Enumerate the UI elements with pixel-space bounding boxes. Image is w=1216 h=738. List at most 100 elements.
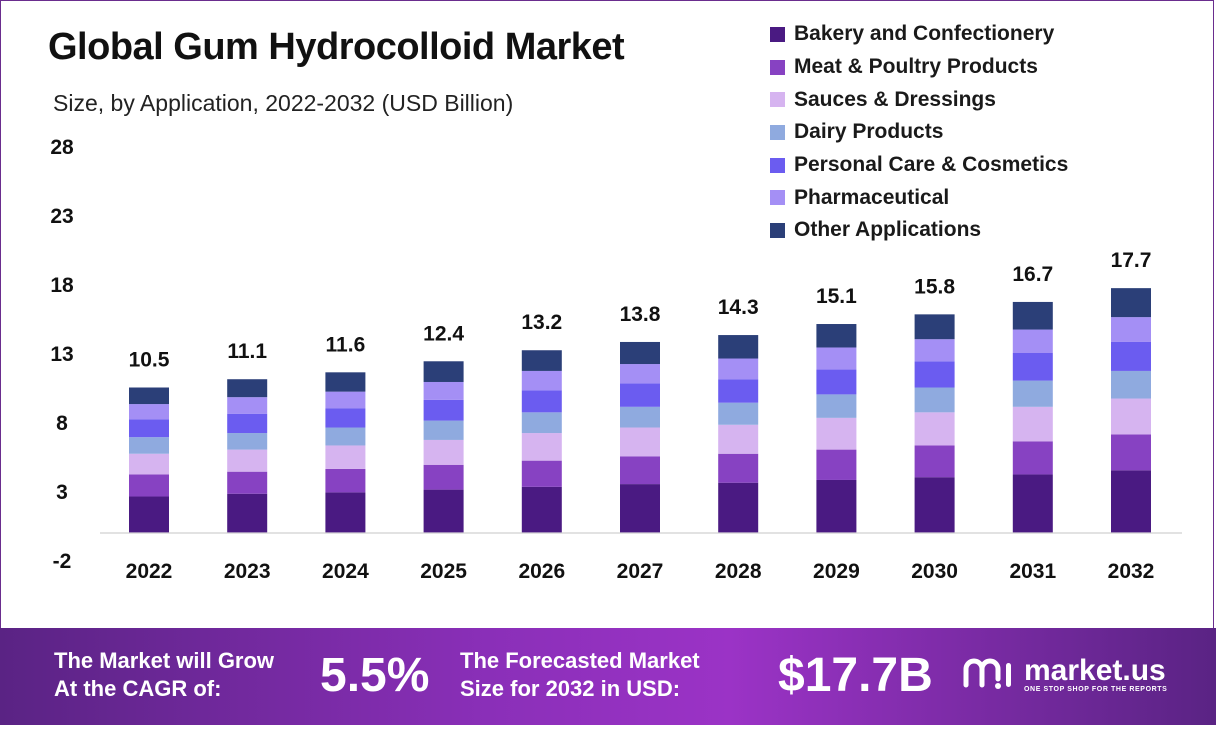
x-tick-label: 2025 <box>420 560 467 583</box>
legend-label: Bakery and Confectionery <box>794 22 1055 46</box>
bar-segment <box>718 424 759 454</box>
bar-segment <box>620 364 660 384</box>
bar-segment <box>1012 474 1053 533</box>
bar-total-label: 11.6 <box>326 333 366 356</box>
bar-segment <box>325 427 366 446</box>
bar-segment <box>1111 470 1151 533</box>
footer-bottom-strip <box>0 725 1216 738</box>
legend-label: Pharmaceutical <box>794 185 950 209</box>
bar-segment <box>1012 301 1053 330</box>
bar-segment <box>914 445 955 478</box>
legend-swatch <box>770 157 785 173</box>
bar-segment <box>718 453 759 483</box>
bar-segment <box>227 433 268 450</box>
bar-segment <box>521 412 562 434</box>
legend-item: Personal Care & Cosmetics <box>770 149 1068 182</box>
bar-segment <box>620 484 660 533</box>
bar-segment <box>718 358 759 380</box>
x-tick-label: 2029 <box>813 560 860 583</box>
bar-segment <box>129 474 169 497</box>
bar-segment <box>521 486 562 533</box>
bar-total-label: 13.2 <box>521 311 562 334</box>
bar-segment <box>227 493 268 533</box>
bar-total-label: 15.8 <box>914 275 955 298</box>
bar-total-label: 15.1 <box>816 285 857 308</box>
x-tick-label: 2028 <box>715 560 762 583</box>
legend-item: Meat & Poultry Products <box>770 51 1068 84</box>
y-tick-label: -2 <box>53 550 72 573</box>
bar-segment <box>1111 434 1151 471</box>
bar-segment <box>227 379 268 398</box>
y-tick-label: 3 <box>56 481 68 504</box>
bar-segment <box>1012 441 1053 475</box>
bar-segment <box>816 369 857 395</box>
bar-segment <box>521 460 562 487</box>
bar-segment <box>914 387 955 413</box>
bar-segment <box>521 350 562 371</box>
bar-segment <box>423 439 464 465</box>
x-tick-label: 2032 <box>1108 560 1155 583</box>
legend-item: Bakery and Confectionery <box>770 18 1068 51</box>
chart-border <box>0 0 1214 628</box>
bar-segment <box>423 420 464 440</box>
bar-segment <box>620 427 660 457</box>
bar-segment <box>423 381 464 400</box>
bar-total-label: 11.1 <box>227 340 267 363</box>
bar-segment <box>423 464 464 490</box>
bar-segment <box>129 496 169 533</box>
bar-segment <box>129 437 169 454</box>
bar-segment <box>129 419 169 438</box>
bar-segment <box>423 399 464 421</box>
x-tick-label: 2026 <box>518 560 565 583</box>
legend-swatch <box>770 190 785 206</box>
bar-segment <box>1111 288 1151 318</box>
brand-tagline: ONE STOP SHOP FOR THE REPORTS <box>1024 685 1168 693</box>
cagr-caption-line2: At the CAGR of: <box>54 676 222 701</box>
bar-segment <box>816 449 857 480</box>
y-tick-label: 28 <box>50 136 74 159</box>
y-tick-label: 18 <box>50 274 74 297</box>
bar-segment <box>718 379 759 403</box>
bar-segment <box>816 324 857 348</box>
forecast-caption-line1: The Forecasted Market <box>460 648 700 673</box>
legend-item: Sauces & Dressings <box>770 83 1068 116</box>
chart-subtitle: Size, by Application, 2022-2032 (USD Bil… <box>53 90 514 116</box>
brand-logo[interactable]: market.us ONE STOP SHOP FOR THE REPORTS <box>962 655 1167 693</box>
bar-segment <box>718 335 759 359</box>
bar-segment <box>129 404 169 420</box>
bar-segment <box>914 314 955 340</box>
bar-segment <box>620 406 660 428</box>
x-tick-label: 2027 <box>617 560 664 583</box>
legend-swatch <box>770 222 785 238</box>
legend-swatch <box>770 26 785 42</box>
bar-segment <box>816 479 857 533</box>
bar-segment <box>325 445 366 469</box>
bar-segment <box>1012 353 1053 381</box>
bar-segment <box>620 341 660 365</box>
bar-segment <box>1012 406 1053 442</box>
bar-segment <box>1111 370 1151 399</box>
bar-segment <box>129 453 169 475</box>
bar-segment <box>521 390 562 413</box>
legend-item: Dairy Products <box>770 116 1068 149</box>
bar-segment <box>718 402 759 425</box>
market-us-logo-icon <box>963 658 1011 689</box>
bar-segment <box>325 372 366 392</box>
forecast-caption-line2: Size for 2032 in USD: <box>460 676 681 701</box>
bar-total-label: 13.8 <box>620 303 661 326</box>
bar-segment <box>816 347 857 370</box>
legend-item: Pharmaceutical <box>770 181 1068 214</box>
bar-segment <box>227 397 268 414</box>
bar-segment <box>521 370 562 391</box>
bar-segment <box>325 492 366 533</box>
bar-segment <box>423 361 464 382</box>
bar-segment <box>914 412 955 446</box>
legend-swatch <box>770 92 785 108</box>
bar-total-label: 16.7 <box>1012 263 1053 286</box>
legend-label: Meat & Poultry Products <box>794 55 1038 79</box>
legend-label: Dairy Products <box>794 120 944 144</box>
legend: Bakery and Confectionery Meat & Poultry P… <box>770 18 1068 247</box>
bar-segment <box>423 489 464 533</box>
bar-segment <box>816 394 857 418</box>
x-tick-label: 2023 <box>224 560 271 583</box>
